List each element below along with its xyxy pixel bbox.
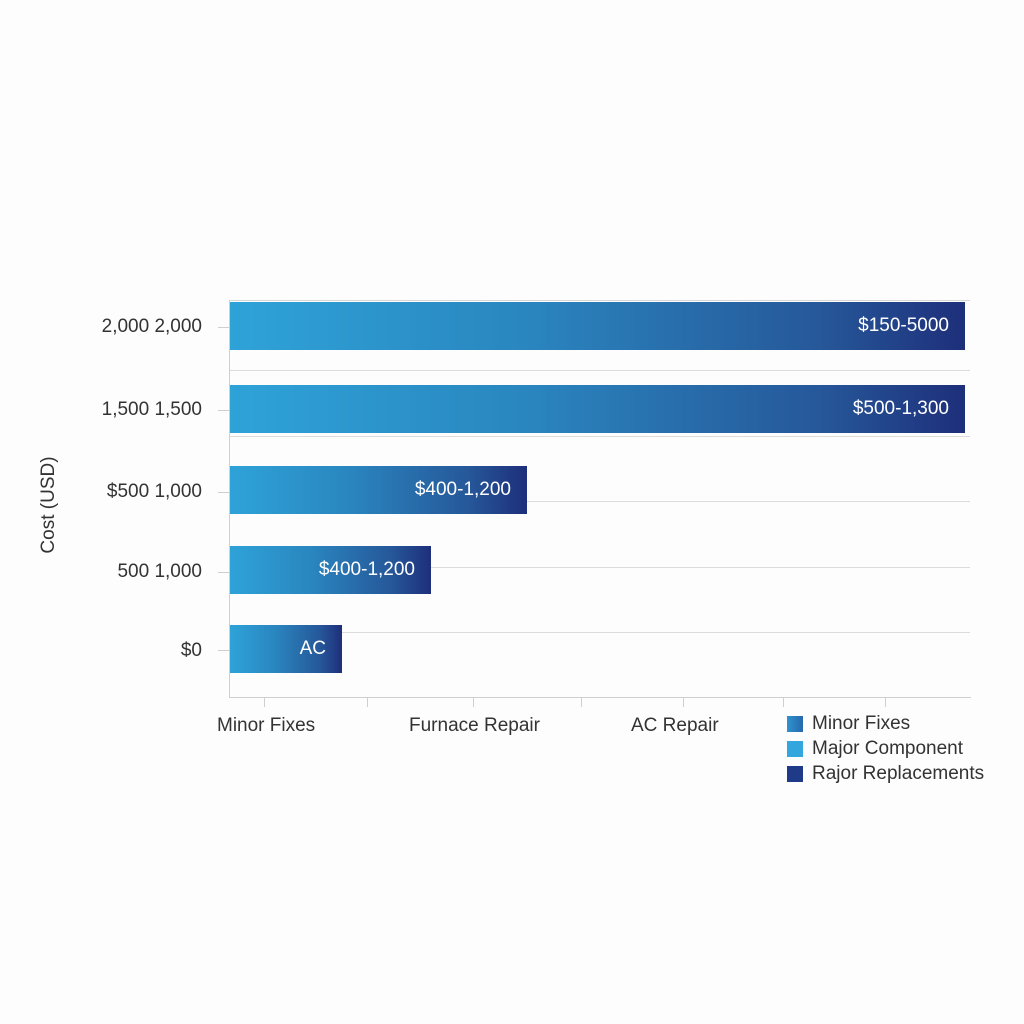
x-tick-mark bbox=[885, 697, 886, 707]
y-tick-label: $0 bbox=[180, 640, 202, 661]
bar: $400-1,200 bbox=[230, 466, 527, 514]
x-tick-mark bbox=[581, 697, 582, 707]
x-axis-line bbox=[229, 697, 971, 698]
bar-value-label: $500-1,300 bbox=[852, 398, 949, 419]
gridline bbox=[230, 370, 970, 371]
x-tick-label: Furnace Repair bbox=[409, 715, 540, 736]
y-tick-mark bbox=[218, 492, 229, 493]
y-tick-label: 500 1,000 bbox=[117, 561, 202, 582]
legend-label: Major Component bbox=[812, 737, 964, 759]
gridline bbox=[230, 436, 970, 437]
gridline bbox=[230, 567, 970, 568]
y-tick-label: 1,500 1,500 bbox=[101, 399, 202, 420]
legend-swatch-icon bbox=[787, 740, 803, 757]
x-tick-mark bbox=[683, 697, 684, 707]
bar: AC bbox=[230, 625, 342, 673]
gridline bbox=[230, 501, 970, 502]
bar-value-label: $150-5000 bbox=[858, 315, 949, 336]
bar: $500-1,300 bbox=[230, 385, 965, 433]
y-tick-mark bbox=[218, 650, 229, 651]
legend-swatch-icon bbox=[787, 715, 803, 732]
x-tick-mark bbox=[473, 697, 474, 707]
legend-item: Major Component bbox=[787, 736, 984, 761]
bar-value-label: AC bbox=[299, 638, 326, 659]
bar-value-label: $400-1,200 bbox=[414, 479, 511, 500]
y-axis-title: Cost (USD) bbox=[38, 456, 59, 554]
y-tick-mark bbox=[218, 410, 229, 411]
legend: Minor Fixes Major Component Rajor Replac… bbox=[787, 711, 984, 786]
legend-item: Rajor Replacements bbox=[787, 761, 984, 786]
legend-label: Minor Fixes bbox=[812, 712, 911, 734]
x-tick-mark bbox=[367, 697, 368, 707]
x-tick-label: AC Repair bbox=[631, 715, 719, 736]
y-tick-label: 2,000 2,000 bbox=[101, 316, 202, 337]
legend-swatch-icon bbox=[787, 765, 803, 782]
bar: $400-1,200 bbox=[230, 546, 431, 594]
y-tick-mark bbox=[218, 327, 229, 328]
gridline bbox=[230, 632, 970, 633]
x-tick-mark bbox=[783, 697, 784, 707]
legend-label: Rajor Replacements bbox=[812, 762, 985, 784]
plot-frame-top bbox=[229, 300, 970, 301]
x-tick-mark bbox=[264, 697, 265, 707]
plot-frame-left bbox=[229, 300, 230, 698]
bar-value-label: $400-1,200 bbox=[318, 559, 415, 580]
legend-item: Minor Fixes bbox=[787, 711, 984, 736]
y-tick-label: $500 1,000 bbox=[106, 481, 202, 502]
bar: $150-5000 bbox=[230, 302, 965, 350]
y-tick-mark bbox=[218, 572, 229, 573]
x-tick-label: Minor Fixes bbox=[217, 715, 316, 736]
